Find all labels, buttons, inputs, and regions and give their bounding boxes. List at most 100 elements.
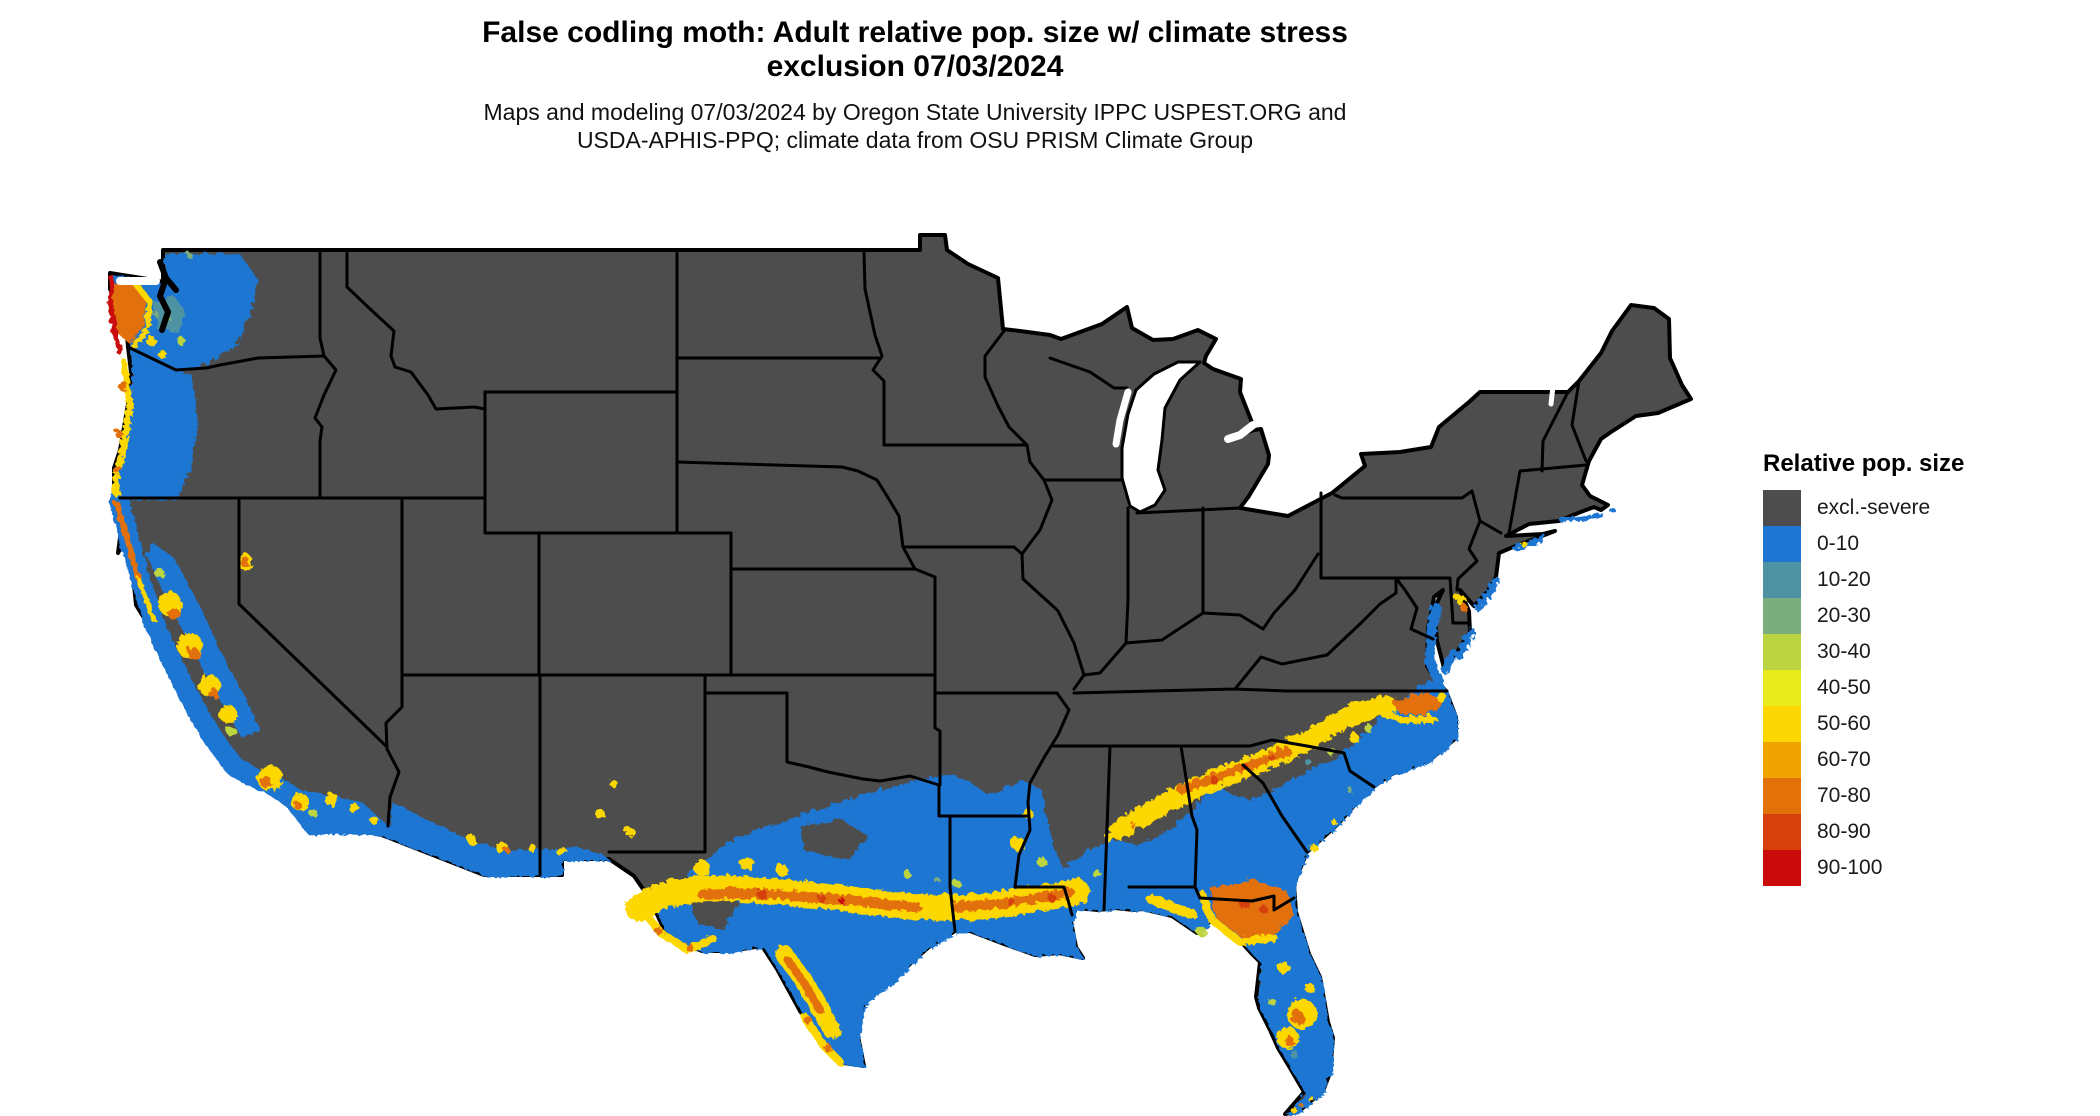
hotspot-rio-grande-upper xyxy=(636,904,714,952)
hotspot-north-florida xyxy=(1208,878,1292,936)
map-subtitle-line1: Maps and modeling 07/03/2024 by Oregon S… xyxy=(483,99,1347,125)
hotspot-long-island xyxy=(1519,539,1525,545)
legend-swatch xyxy=(1763,634,1801,670)
hotspot-dot xyxy=(774,862,786,874)
hotspot-south-texas-core xyxy=(782,954,822,1012)
hotspot-dot xyxy=(502,845,508,851)
hotspot-georgia-core xyxy=(1175,745,1290,793)
hotspot-dot xyxy=(145,335,155,345)
hotspot-dot xyxy=(654,926,662,934)
population-hotspot-layer xyxy=(105,251,1525,1111)
gray-hole-hill-country xyxy=(798,818,866,858)
legend-swatch xyxy=(1763,598,1801,634)
lakes xyxy=(116,259,1556,514)
hotspot-olympic-peninsula xyxy=(108,278,144,342)
hotspot-dot xyxy=(608,778,616,786)
legend-swatch xyxy=(1763,526,1801,562)
hotspot-core-dot xyxy=(755,887,765,897)
ygreen-speck xyxy=(1195,925,1205,935)
hotspot-socal-core xyxy=(292,800,300,808)
hotspot-dot xyxy=(623,825,633,835)
legend-item-label: 30-40 xyxy=(1817,640,1871,663)
legend-swatch xyxy=(1763,814,1801,850)
hotspot-dot xyxy=(692,858,708,874)
hotspot-valley-core xyxy=(186,646,198,658)
ygreen-speck xyxy=(901,868,909,876)
hotspot-central-florida-core xyxy=(1289,1009,1303,1023)
ygreen-speck xyxy=(1091,868,1099,876)
legend-swatch xyxy=(1763,670,1801,706)
ygreen-speck xyxy=(308,808,316,816)
legend-swatch xyxy=(1763,490,1801,526)
hotspot-north-florida-ring xyxy=(1196,888,1276,944)
blue-southern-california xyxy=(232,764,388,834)
hotspot-dot xyxy=(1129,821,1135,827)
legend-item-label: 60-70 xyxy=(1817,748,1871,771)
hotspot-olympic-red-coast xyxy=(105,273,122,355)
legend-item-row: 90-100 xyxy=(1763,850,2093,886)
hotspot-dot xyxy=(1347,731,1357,741)
hotspot-dot xyxy=(156,348,164,356)
hotspot-valley-core xyxy=(166,606,178,618)
blue-delmarva xyxy=(1439,626,1474,672)
hotspot-dot xyxy=(1308,842,1316,850)
hotspot-socal-core xyxy=(258,774,270,786)
hotspot-core-dot xyxy=(1006,897,1014,905)
blue-cape-speck xyxy=(1607,505,1613,511)
hotspot-dot xyxy=(738,855,752,869)
legend-item-label: 10-20 xyxy=(1817,568,1871,591)
teal-speck xyxy=(1303,757,1309,763)
hotspot-dot xyxy=(1435,691,1445,701)
legend-item-row: excl.-severe xyxy=(1763,490,2093,526)
hotspot-norcal-yellow xyxy=(134,575,155,621)
legend-items: excl.-severe 0-10 10-20 20-30 30-40 40-50 50-6… xyxy=(1763,490,2093,886)
legend-swatch xyxy=(1763,850,1801,886)
hotspot-dot xyxy=(555,845,565,855)
title-block: False codling moth: Adult relative pop. … xyxy=(0,16,1830,154)
blue-southern-new-england xyxy=(1557,511,1603,521)
hotspot-texas-band-core xyxy=(695,886,920,910)
hotspot-dot xyxy=(802,1014,810,1022)
hotspot-dot xyxy=(112,464,120,472)
hotspot-core-dot xyxy=(837,896,843,902)
teal-speck xyxy=(1288,1048,1296,1056)
blue-newjersey-coast xyxy=(1472,574,1498,610)
map-title-line1: False codling moth: Adult relative pop. … xyxy=(482,16,1348,49)
hotspot-carolina-yellow xyxy=(1378,708,1436,722)
green-speck xyxy=(185,251,191,257)
hotspot-keys-dot xyxy=(1289,1105,1295,1111)
hotspot-delaware-bay-core xyxy=(1458,602,1466,610)
legend-title: Relative pop. size xyxy=(1763,450,1965,477)
map-subtitle-line2: USDA-APHIS-PPQ; climate data from OSU PR… xyxy=(576,127,1254,153)
legend-item-row: 0-10 xyxy=(1763,526,2093,562)
hotspot-core-dot xyxy=(1267,753,1273,759)
blue-chesapeake xyxy=(1423,601,1441,683)
hotspot-rio-grande-lower xyxy=(798,1010,842,1064)
state-borders xyxy=(118,248,1588,933)
blue-long-island xyxy=(1511,533,1545,549)
ygreen-speck xyxy=(1362,722,1370,730)
legend-item-row: 10-20 xyxy=(1763,562,2093,598)
puget-sound xyxy=(156,259,179,333)
lake-michigan xyxy=(1120,360,1202,514)
hotspot-oregon-coast xyxy=(111,356,132,496)
legend-item-label: 80-90 xyxy=(1817,820,1871,843)
hotspot-olympic-yellow-ring xyxy=(129,279,151,347)
legend-item-row: 40-50 xyxy=(1763,670,2093,706)
hotspot-delaware-bay xyxy=(1454,593,1464,603)
hotspot-core-dot xyxy=(1258,904,1266,912)
legend: Relative pop. size excl.-severe 0-10 10-20… xyxy=(1763,450,2093,886)
hotspot-dot xyxy=(465,833,475,843)
legend-item-row: 60-70 xyxy=(1763,742,2093,778)
blue-west-oregon xyxy=(114,347,196,498)
blue-border-strip-az-nm xyxy=(379,800,609,875)
legend-item-row: 70-80 xyxy=(1763,778,2093,814)
green-speck xyxy=(1345,785,1351,791)
saginaw-bay xyxy=(1224,421,1257,443)
green-speck xyxy=(151,309,157,315)
green-speck xyxy=(932,875,938,881)
legend-item-row: 30-40 xyxy=(1763,634,2093,670)
legend-item-label: 70-80 xyxy=(1817,784,1871,807)
